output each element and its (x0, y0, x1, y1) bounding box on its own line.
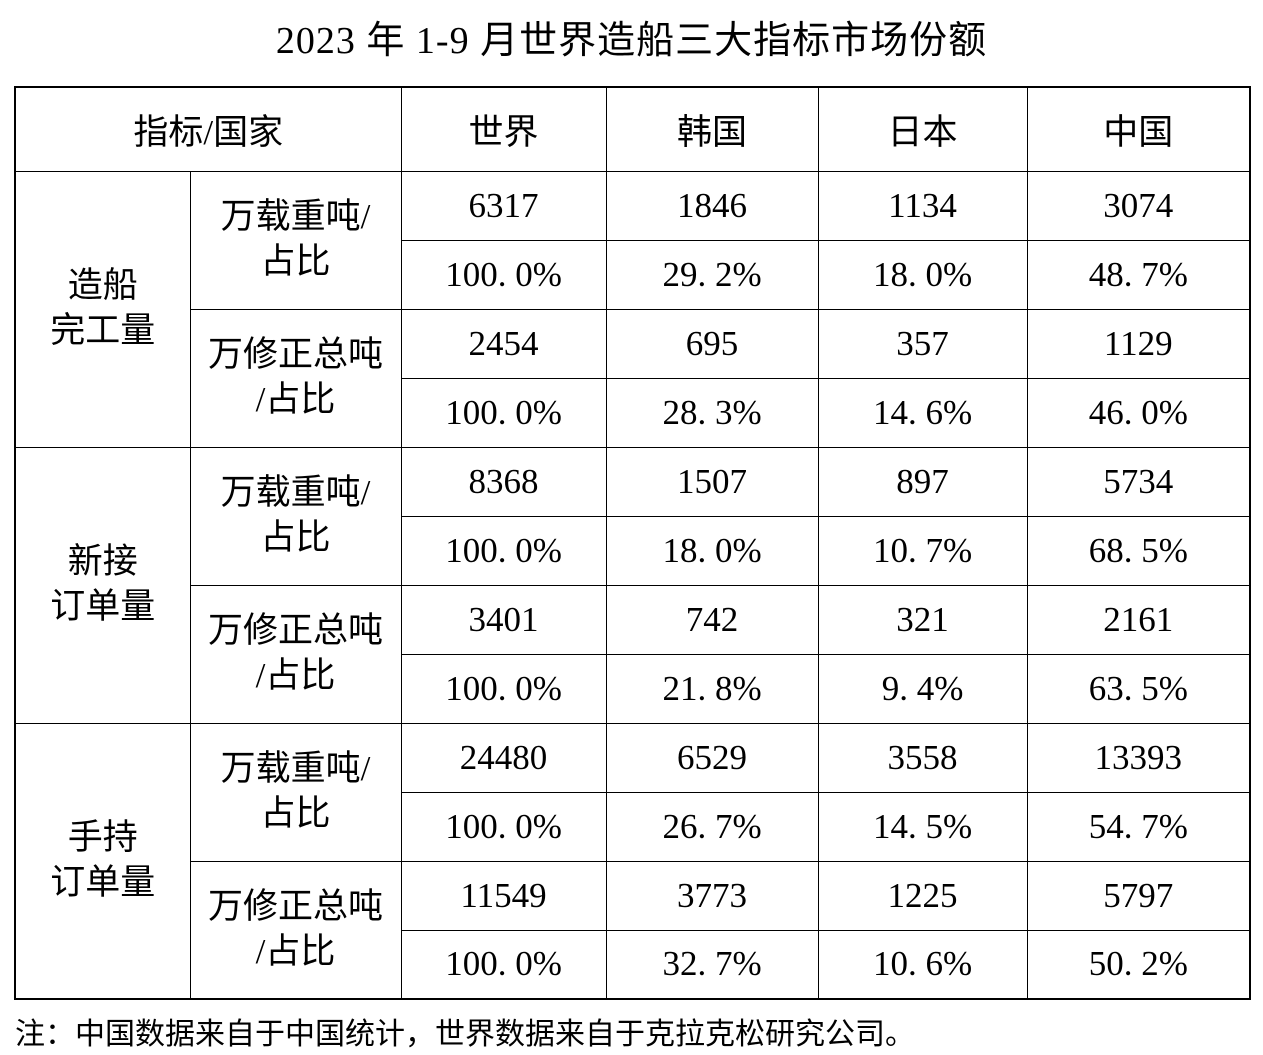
table-row: 新接 订单量 万载重吨/ 占比 8368 1507 897 5734 (14, 446, 1251, 724)
value-cell: 2161 (1026, 584, 1251, 655)
value-cell: 5797 (1026, 860, 1251, 931)
value-cell: 357 (817, 308, 1028, 379)
table-row: 万修正总吨 /占比 2454 695 357 1129 (15, 308, 1251, 448)
share-cell: 46. 0% (1026, 377, 1251, 448)
value-cell: 11549 (400, 860, 607, 931)
share-cell: 10. 7% (817, 515, 1028, 586)
share-cell: 18. 0% (605, 515, 819, 586)
value-cell: 1846 (605, 170, 819, 241)
value-cell: 8368 (400, 446, 607, 517)
share-cell: 48. 7% (1026, 239, 1251, 310)
metric-label-cell: 万修正总吨 /占比 (189, 584, 402, 724)
value-cell: 13393 (1026, 722, 1251, 793)
share-cell: 100. 0% (400, 377, 607, 448)
share-cell: 18. 0% (817, 239, 1028, 310)
metric-label-line: 万修正总吨 (208, 611, 384, 651)
value-cell: 3074 (1026, 170, 1251, 241)
col-header-japan: 日本 (817, 86, 1028, 172)
col-header-world: 世界 (400, 86, 607, 172)
indicator-line: 完工量 (50, 311, 156, 350)
corner-header-cell: 指标/国家 (14, 86, 402, 172)
indicator-line: 手持 (67, 817, 138, 857)
share-cell: 10. 6% (817, 929, 1028, 1000)
table-row: 100. 0% 32. 7% 10. 6% 50. 2% (15, 929, 1251, 1000)
value-cell: 1225 (817, 860, 1028, 931)
indicator-cell-completions: 造船 完工量 (14, 170, 191, 448)
value-cell: 6529 (605, 722, 819, 793)
col-header-china: 中国 (1026, 86, 1251, 172)
share-cell: 9. 4% (817, 653, 1028, 724)
share-cell: 28. 3% (605, 377, 819, 448)
table-row: 万修正总吨 /占比 3401 742 321 2161 (15, 584, 1251, 724)
share-cell: 100. 0% (400, 515, 607, 586)
page-title: 2023 年 1-9 月世界造船三大指标市场份额 (275, 20, 988, 62)
share-cell: 14. 6% (817, 377, 1028, 448)
metric-label-line: 占比 (260, 518, 331, 557)
indicator-line: 订单量 (50, 587, 156, 626)
table-row: 100. 0% 28. 3% 14. 6% 46. 0% (15, 377, 1251, 448)
share-cell: 14. 5% (817, 791, 1028, 862)
metric-label-cell: 万修正总吨 /占比 (189, 860, 402, 1000)
value-cell: 6317 (400, 170, 607, 241)
table-row: 造船 完工量 万载重吨/ 占比 6317 1846 1134 3074 (14, 170, 1251, 448)
value-cell: 742 (605, 584, 819, 655)
col-header-korea: 韩国 (605, 86, 819, 172)
table-row: 100. 0% 18. 0% 10. 7% 68. 5% (15, 515, 1251, 586)
value-cell: 3401 (400, 584, 607, 655)
value-cell: 1129 (1026, 308, 1251, 379)
metric-label-cell: 万载重吨/ 占比 (189, 170, 402, 310)
share-cell: 100. 0% (400, 653, 607, 724)
metric-label-cell: 万载重吨/ 占比 (189, 722, 402, 862)
value-cell: 695 (605, 308, 819, 379)
share-cell: 100. 0% (400, 239, 607, 310)
metric-label-line: /占比 (255, 380, 336, 419)
indicator-cell-new-orders: 新接 订单量 (14, 446, 191, 724)
value-cell: 1134 (817, 170, 1028, 241)
value-cell: 24480 (400, 722, 607, 793)
share-cell: 21. 8% (605, 653, 819, 724)
value-cell: 3558 (817, 722, 1028, 793)
table-row: 手持 订单量 万载重吨/ 占比 24480 6529 3558 13393 (14, 722, 1251, 1000)
share-cell: 29. 2% (605, 239, 819, 310)
market-share-table: 指标/国家 世界 韩国 日本 中国 造船 完工量 万载重吨/ 占比 6317 1… (14, 86, 1252, 1000)
value-cell: 1507 (605, 446, 819, 517)
share-cell: 26. 7% (605, 791, 819, 862)
metric-label-line: 万载重吨/ (220, 749, 371, 789)
table-row: 100. 0% 21. 8% 9. 4% 63. 5% (15, 653, 1251, 724)
value-cell: 5734 (1026, 446, 1251, 517)
metric-label-line: /占比 (255, 931, 336, 971)
metric-label-line: 万载重吨/ (220, 473, 371, 513)
metric-label-cell: 万载重吨/ 占比 (189, 446, 402, 586)
source-note: 注：中国数据来自于中国统计，世界数据来自于克拉克松研究公司。 (15, 1018, 915, 1051)
metric-label-line: 占比 (260, 242, 331, 281)
metric-label-line: 万载重吨/ (220, 197, 371, 237)
metric-label-line: 万修正总吨 (208, 886, 384, 926)
table-row: 100. 0% 26. 7% 14. 5% 54. 7% (15, 791, 1251, 862)
share-cell: 50. 2% (1026, 929, 1251, 1000)
value-cell: 3773 (605, 860, 819, 931)
indicator-line: 订单量 (50, 862, 156, 902)
share-cell: 32. 7% (605, 929, 819, 1000)
table-header-row: 指标/国家 世界 韩国 日本 中国 (14, 86, 1251, 172)
share-cell: 63. 5% (1026, 653, 1251, 724)
table-row: 万修正总吨 /占比 11549 3773 1225 5797 (15, 860, 1251, 1000)
indicator-line: 造船 (67, 266, 138, 306)
metric-label-line: 万修正总吨 (208, 335, 384, 375)
value-cell: 321 (817, 584, 1028, 655)
indicator-line: 新接 (67, 542, 138, 582)
share-cell: 100. 0% (400, 791, 607, 862)
metric-label-cell: 万修正总吨 /占比 (189, 308, 402, 448)
value-cell: 897 (817, 446, 1028, 517)
indicator-cell-orderbook: 手持 订单量 (14, 722, 191, 1000)
metric-label-line: 占比 (260, 794, 331, 833)
share-cell: 100. 0% (400, 929, 607, 1000)
share-cell: 68. 5% (1026, 515, 1251, 586)
metric-label-line: /占比 (255, 656, 336, 695)
share-cell: 54. 7% (1026, 791, 1251, 862)
value-cell: 2454 (400, 308, 607, 379)
